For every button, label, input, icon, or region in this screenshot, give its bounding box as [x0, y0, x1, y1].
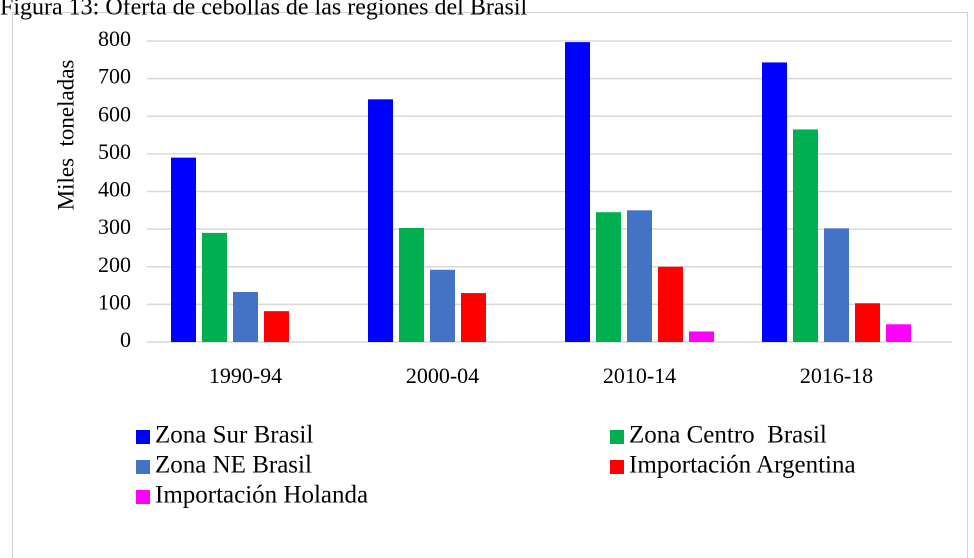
y-tick-label: 300	[98, 214, 131, 239]
bar	[596, 212, 621, 342]
y-tick-label: 100	[98, 289, 131, 314]
x-tick-label: 2016-18	[800, 363, 873, 388]
bar	[264, 311, 289, 342]
chart-border	[12, 12, 968, 558]
y-tick-label: 400	[98, 177, 131, 202]
bar	[627, 210, 652, 342]
legend-label: Zona Sur Brasil	[155, 422, 313, 449]
x-tick-label: 2000-04	[406, 363, 479, 388]
x-tick-label: 2010-14	[603, 363, 676, 388]
bar	[824, 228, 849, 342]
legend-label: Importación Holanda	[155, 482, 368, 509]
x-tick-label: 1990-94	[209, 363, 282, 388]
bar	[399, 227, 424, 342]
y-tick-label: 700	[98, 64, 131, 89]
bar	[689, 331, 714, 342]
bar	[202, 232, 227, 342]
legend-swatch	[136, 430, 150, 444]
legend-swatch	[136, 490, 150, 504]
bar	[171, 157, 196, 342]
bar	[658, 266, 683, 342]
legend-swatch	[610, 430, 624, 444]
bar	[368, 99, 393, 342]
chart-title: Figura 13: Oferta de cebollas de las reg…	[0, 0, 528, 21]
legend-label: Zona Centro Brasil	[629, 422, 827, 449]
y-tick-label: 800	[98, 26, 131, 51]
bar	[430, 269, 455, 342]
y-tick-label: 200	[98, 252, 131, 277]
y-axis-label: Miles toneladas	[53, 60, 78, 211]
legend-label: Zona NE Brasil	[155, 452, 312, 479]
legend-swatch	[610, 460, 624, 474]
bar	[793, 129, 818, 342]
legend-swatch	[136, 460, 150, 474]
bar	[855, 303, 880, 342]
legend-label: Importación Argentina	[629, 452, 856, 479]
bar	[762, 62, 787, 342]
y-tick-label: 0	[120, 327, 131, 352]
y-tick-label: 500	[98, 139, 131, 164]
bar	[461, 293, 486, 342]
y-tick-label: 600	[98, 101, 131, 126]
bar	[886, 324, 911, 342]
bar	[565, 42, 590, 342]
bar	[233, 291, 258, 342]
